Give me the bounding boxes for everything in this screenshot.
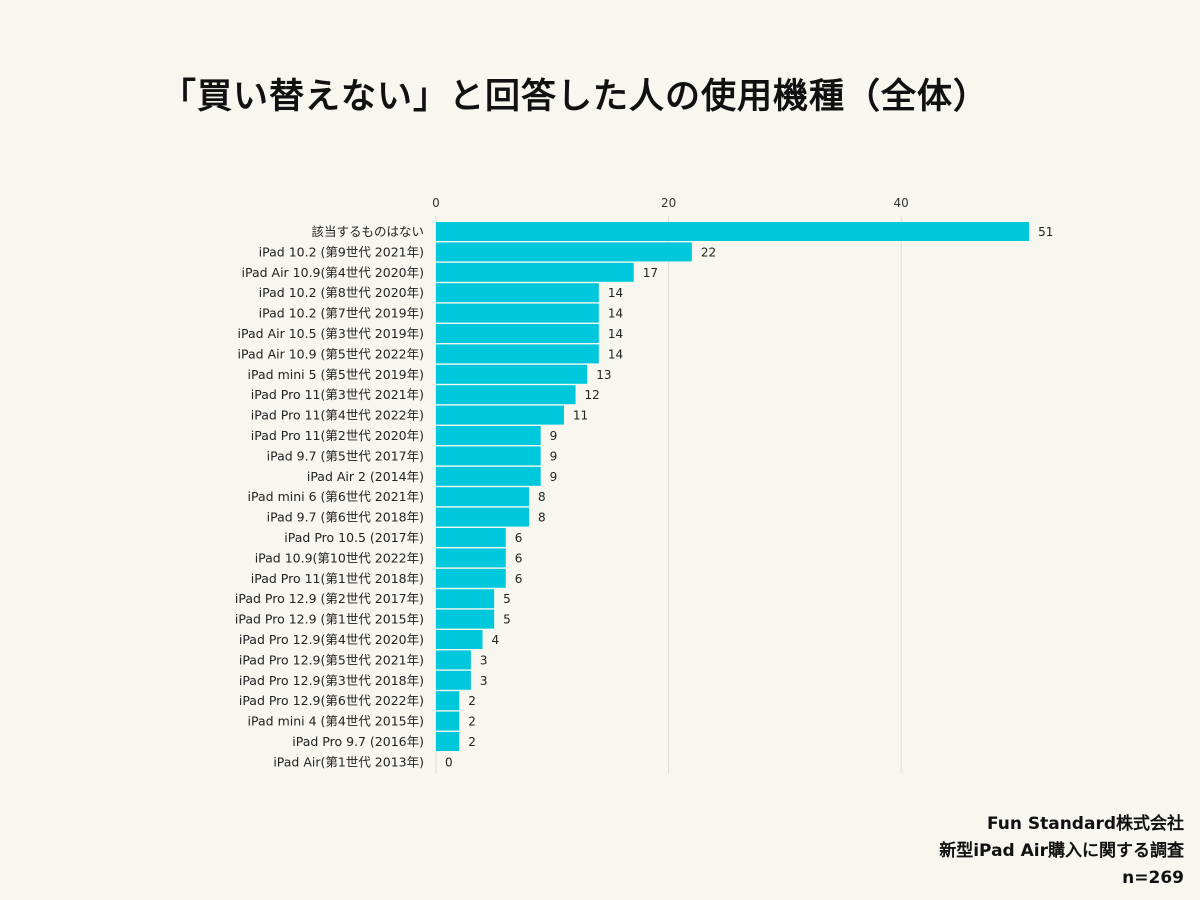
value-label: 51 xyxy=(1038,225,1053,239)
bar xyxy=(436,670,471,690)
bar xyxy=(436,691,460,711)
category-label: iPad mini 6 (第6世代 2021年) xyxy=(248,489,424,504)
category-label: iPad mini 5 (第5世代 2019年) xyxy=(248,367,424,382)
category-label: iPad 9.7 (第5世代 2017年) xyxy=(267,448,424,463)
value-label: 13 xyxy=(596,368,611,382)
category-label: iPad 9.7 (第6世代 2018年) xyxy=(267,510,424,525)
bar xyxy=(436,507,530,527)
bar xyxy=(436,711,460,731)
category-label: 該当するものはない xyxy=(311,224,424,239)
value-label: 5 xyxy=(503,592,511,606)
bar xyxy=(436,589,495,609)
bar xyxy=(436,466,541,486)
category-label: iPad Pro 12.9 (第1世代 2015年) xyxy=(235,612,424,627)
bar xyxy=(436,344,599,364)
bar xyxy=(436,426,541,445)
value-label: 4 xyxy=(492,633,500,647)
category-label: iPad Pro 11(第2世代 2020年) xyxy=(251,428,424,443)
bar xyxy=(436,262,634,282)
category-label: iPad Pro 12.9(第4世代 2020年) xyxy=(239,632,424,647)
sample-size: n=269 xyxy=(1122,868,1184,888)
category-label: iPad Pro 12.9(第5世代 2021年) xyxy=(239,652,424,667)
source-footer: Fun Standard株式会社 新型iPad Air購入に関する調査 n=26… xyxy=(939,811,1184,892)
value-label: 5 xyxy=(503,613,511,627)
x-tick-label: 40 xyxy=(894,196,909,210)
bar xyxy=(436,222,1030,241)
bar xyxy=(436,528,506,547)
bar xyxy=(436,609,495,629)
chart-title: 「買い替えない」と回答した人の使用機種（全体） xyxy=(160,77,989,117)
category-label: iPad Air 2 (2014年) xyxy=(307,469,424,484)
bar xyxy=(436,732,460,751)
value-label: 0 xyxy=(445,755,453,769)
category-label: iPad Pro 11(第4世代 2022年) xyxy=(251,408,424,423)
category-label: iPad 10.2 (第7世代 2019年) xyxy=(259,306,424,321)
value-label: 14 xyxy=(608,307,623,321)
value-label: 2 xyxy=(468,715,476,729)
bar xyxy=(436,324,599,343)
value-label: 14 xyxy=(608,286,623,300)
category-label: iPad Air(第1世代 2013年) xyxy=(273,754,424,769)
category-label: iPad 10.9(第10世代 2022年) xyxy=(255,550,424,565)
category-label: iPad Pro 9.7 (2016年) xyxy=(292,734,424,749)
value-label: 12 xyxy=(585,388,600,402)
value-label: 8 xyxy=(538,490,546,504)
category-label: iPad Air 10.9 (第5世代 2022年) xyxy=(238,346,424,361)
bar xyxy=(436,405,564,425)
survey-name: 新型iPad Air購入に関する調査 xyxy=(939,841,1184,861)
value-label: 8 xyxy=(538,511,546,525)
x-tick-label: 20 xyxy=(661,196,676,210)
value-label: 2 xyxy=(468,694,476,708)
value-label: 22 xyxy=(701,245,716,259)
company-name: Fun Standard株式会社 xyxy=(986,814,1184,834)
x-tick-label: 0 xyxy=(432,196,440,210)
category-label: iPad Pro 11(第3世代 2021年) xyxy=(251,387,424,402)
value-label: 6 xyxy=(515,531,523,545)
value-label: 14 xyxy=(608,327,623,341)
value-label: 9 xyxy=(550,470,558,484)
category-label: iPad Pro 12.9(第6世代 2022年) xyxy=(239,693,424,708)
category-label: iPad Air 10.5 (第3世代 2019年) xyxy=(238,326,424,341)
bar xyxy=(436,364,588,384)
bar xyxy=(436,385,576,405)
category-label: iPad 10.2 (第9世代 2021年) xyxy=(259,244,424,259)
bar xyxy=(436,303,599,323)
value-label: 14 xyxy=(608,347,623,361)
bar xyxy=(436,630,483,649)
value-label: 17 xyxy=(643,266,658,280)
value-label: 6 xyxy=(515,551,523,565)
bar xyxy=(436,446,541,466)
bar xyxy=(436,548,506,568)
value-label: 6 xyxy=(515,572,523,586)
value-label: 11 xyxy=(573,409,588,423)
value-label: 2 xyxy=(468,735,476,749)
category-label: iPad Air 10.9(第4世代 2020年) xyxy=(242,265,424,280)
category-label: iPad Pro 11(第1世代 2018年) xyxy=(251,571,424,586)
category-label: iPad mini 4 (第4世代 2015年) xyxy=(248,714,424,729)
category-label: iPad Pro 12.9(第3世代 2018年) xyxy=(239,673,424,688)
value-label: 9 xyxy=(550,449,558,463)
value-label: 9 xyxy=(550,429,558,443)
category-label: iPad Pro 12.9 (第2世代 2017年) xyxy=(235,591,424,606)
bar xyxy=(436,283,599,303)
category-label: iPad 10.2 (第8世代 2020年) xyxy=(259,285,424,300)
value-label: 3 xyxy=(480,653,488,667)
value-label: 3 xyxy=(480,674,488,688)
bar xyxy=(436,487,530,507)
category-label: iPad Pro 10.5 (2017年) xyxy=(284,530,424,545)
bar xyxy=(436,650,471,670)
bar xyxy=(436,242,692,262)
bar xyxy=(436,568,506,588)
